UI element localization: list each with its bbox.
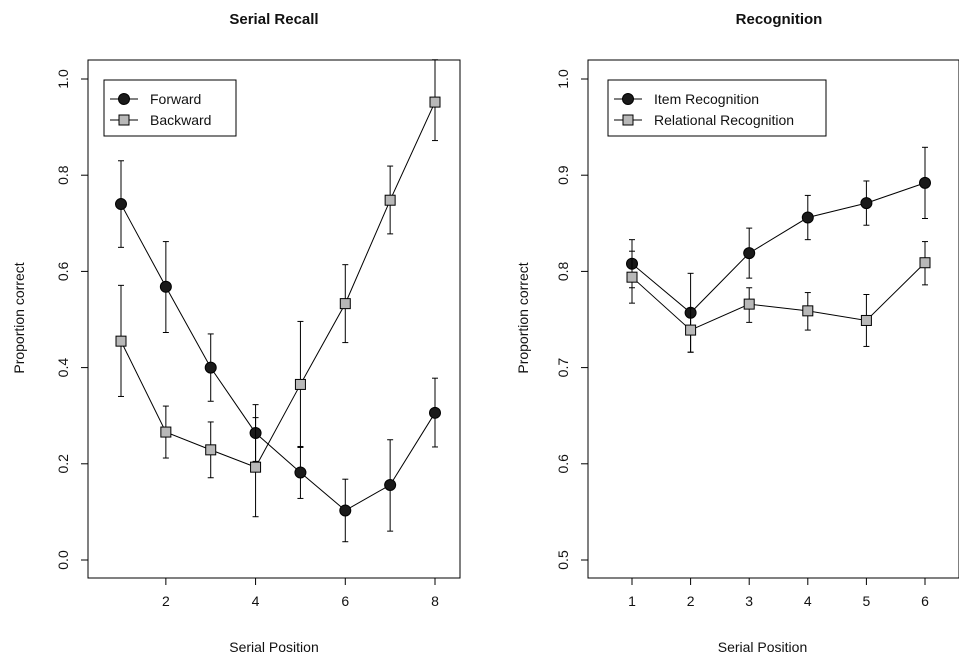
chart-panel-1: Serial Recall 2 4 6 8 0.0 0.2 0.4 0.6 0.8 1.0 Seria… [11,11,461,655]
legend-box [607,79,827,137]
x-tick-label: 3 [745,593,753,609]
series-line [631,182,926,314]
data-point [801,211,814,224]
data-point [115,335,127,347]
plot-frame [87,59,461,579]
x-tick-label: 6 [921,593,929,609]
x-tick-label: 2 [687,593,695,609]
data-point [384,478,397,491]
data-point [205,444,217,456]
y-tick-label: 1.0 [555,69,571,89]
y-tick-label: 0.6 [555,454,571,474]
legend-marker [118,114,130,126]
data-point [429,406,441,419]
y-axis-label: Proportion correct [11,262,27,373]
legend-label: Backward [150,112,211,128]
y-tick-label: 0.9 [555,165,571,185]
chart-panel-2: Recognition 1 2 3 4 5 6 0.5 0.6 0.7 0.8 0.9 1.0 Seria… [515,11,959,655]
series-line [120,101,436,468]
data-point [860,314,872,326]
data-point [204,361,217,374]
data-point [919,176,931,189]
legend-marker [622,93,634,105]
y-tick-label: 0.0 [55,550,71,570]
data-point [159,280,172,293]
x-tick-label: 5 [863,593,871,609]
legend: Item Recognition Relational Recognition [607,79,827,137]
legend-label: Item Recognition [654,91,759,107]
series-1 [115,160,441,543]
y-tick-label: 0.4 [55,358,71,378]
data-point [429,96,441,108]
y-tick-label: 0.5 [555,550,571,570]
plot-frame [587,59,959,579]
chart-title: Serial Recall [229,11,318,28]
y-tick-label: 0.2 [55,454,71,474]
legend-marker [118,93,130,105]
y-tick-label: 1.0 [55,69,71,89]
series-line [631,262,926,331]
data-point [160,426,172,438]
data-point [294,378,306,390]
data-point [339,298,351,310]
chart-title: Recognition [736,11,823,28]
x-tick-label: 8 [431,593,439,609]
data-point [626,271,638,283]
legend-label: Forward [150,91,201,107]
legend-marker [622,114,634,126]
y-tick-label: 0.8 [55,165,71,185]
data-point [802,305,814,317]
series-line [120,203,436,512]
data-point [743,298,755,310]
data-point [115,198,127,211]
data-point [743,247,756,260]
legend-box [103,79,237,137]
x-axis-label: Serial Position [718,639,808,655]
data-point [294,466,307,479]
series-1 [626,146,931,353]
x-tick-label: 4 [252,593,260,609]
series-2 [115,59,441,518]
series-2 [626,241,931,353]
legend-label: Relational Recognition [654,112,794,128]
data-point [860,197,873,210]
x-tick-label: 4 [804,593,812,609]
data-point [919,257,931,269]
x-tick-label: 2 [162,593,170,609]
legend: Forward Backward [103,79,237,137]
x-tick-label: 6 [341,593,349,609]
data-point [250,461,262,473]
x-axis-label: Serial Position [229,639,319,655]
x-tick-label: 1 [628,593,636,609]
data-point [384,194,396,206]
y-tick-label: 0.7 [555,358,571,378]
data-point [685,324,697,336]
y-axis-label: Proportion correct [515,262,531,373]
data-point [339,504,352,517]
y-tick-label: 0.8 [555,261,571,281]
y-tick-label: 0.6 [55,261,71,281]
